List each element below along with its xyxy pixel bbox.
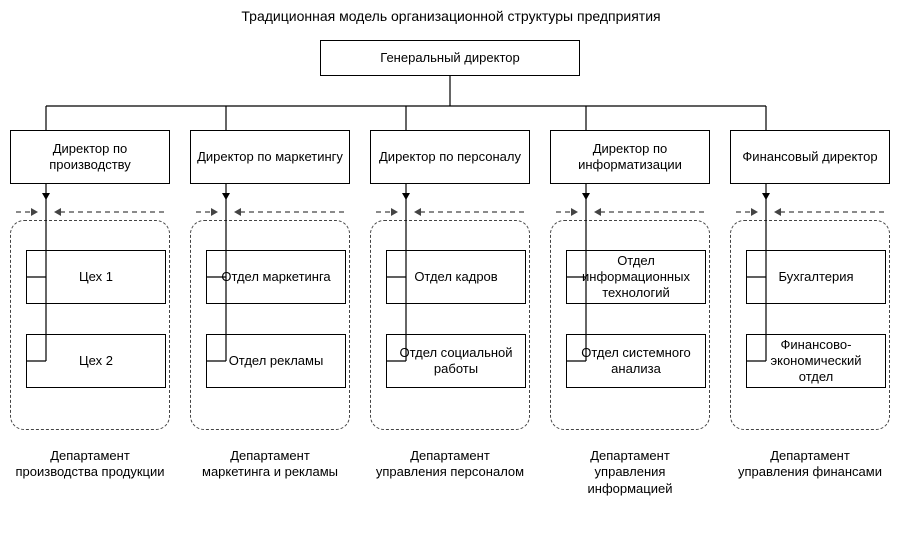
node-unit-label: Отдел кадров bbox=[414, 269, 497, 285]
node-director: Финансовый директор bbox=[730, 130, 890, 184]
department-label: Департамент управления персоналом bbox=[375, 448, 525, 481]
node-director-label: Директор по производству bbox=[17, 141, 163, 174]
node-unit: Отдел кадров bbox=[386, 250, 526, 304]
node-unit-label: Финансово-экономический отдел bbox=[753, 337, 879, 386]
node-unit-label: Отдел системного анализа bbox=[573, 345, 699, 378]
node-unit-label: Цех 2 bbox=[79, 353, 113, 369]
node-director-label: Директор по персоналу bbox=[379, 149, 521, 165]
node-unit: Цех 2 bbox=[26, 334, 166, 388]
node-unit: Цех 1 bbox=[26, 250, 166, 304]
node-unit: Финансово-экономический отдел bbox=[746, 334, 886, 388]
node-unit-label: Бухгалтерия bbox=[778, 269, 853, 285]
department-label: Департамент маркетинга и рекламы bbox=[195, 448, 345, 481]
node-director: Директор по производству bbox=[10, 130, 170, 184]
node-director: Директор по маркетингу bbox=[190, 130, 350, 184]
diagram-title: Традиционная модель организационной стру… bbox=[0, 0, 902, 30]
node-director: Директор по информатизации bbox=[550, 130, 710, 184]
node-director-label: Финансовый директор bbox=[742, 149, 877, 165]
node-unit: Отдел социальной работы bbox=[386, 334, 526, 388]
node-unit-label: Отдел информационных технологий bbox=[573, 253, 699, 302]
node-unit-label: Отдел социальной работы bbox=[393, 345, 519, 378]
node-director-label: Директор по маркетингу bbox=[197, 149, 343, 165]
node-unit: Отдел системного анализа bbox=[566, 334, 706, 388]
node-unit-label: Цех 1 bbox=[79, 269, 113, 285]
department-label: Департамент управления финансами bbox=[735, 448, 885, 481]
node-unit: Отдел информационных технологий bbox=[566, 250, 706, 304]
node-unit: Бухгалтерия bbox=[746, 250, 886, 304]
node-unit: Отдел маркетинга bbox=[206, 250, 346, 304]
department-label: Департамент производства продукции bbox=[15, 448, 165, 481]
node-root-label: Генеральный директор bbox=[380, 50, 519, 66]
node-unit: Отдел рекламы bbox=[206, 334, 346, 388]
node-unit-label: Отдел маркетинга bbox=[221, 269, 330, 285]
node-director: Директор по персоналу bbox=[370, 130, 530, 184]
department-label: Департамент управления информацией bbox=[555, 448, 705, 497]
node-unit-label: Отдел рекламы bbox=[229, 353, 324, 369]
node-root: Генеральный директор bbox=[320, 40, 580, 76]
node-director-label: Директор по информатизации bbox=[557, 141, 703, 174]
